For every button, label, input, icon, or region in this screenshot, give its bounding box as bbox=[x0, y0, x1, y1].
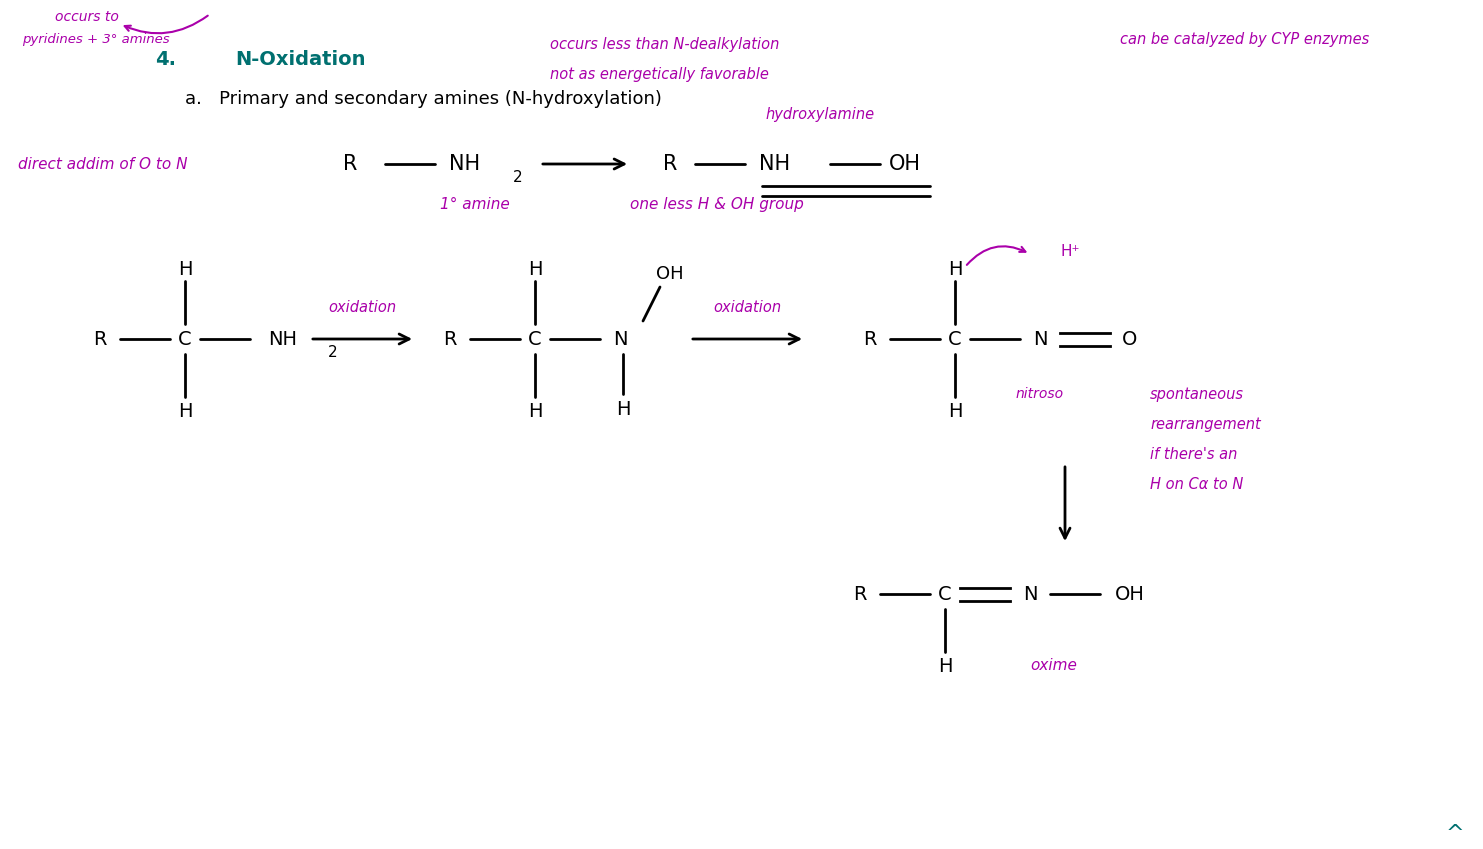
Text: direct addim of O to N: direct addim of O to N bbox=[18, 156, 187, 171]
Text: H⁺: H⁺ bbox=[1060, 244, 1080, 258]
Text: N-Oxidation: N-Oxidation bbox=[234, 49, 365, 69]
Text: H: H bbox=[937, 656, 952, 676]
Text: 1° amine: 1° amine bbox=[440, 196, 510, 211]
Text: C: C bbox=[178, 329, 191, 348]
Text: hydroxylamine: hydroxylamine bbox=[765, 106, 875, 121]
Text: can be catalyzed by CYP enzymes: can be catalyzed by CYP enzymes bbox=[1120, 31, 1369, 47]
Text: spontaneous: spontaneous bbox=[1149, 386, 1244, 402]
Text: NH: NH bbox=[449, 154, 480, 174]
Text: occurs to: occurs to bbox=[55, 10, 119, 24]
Text: oxidation: oxidation bbox=[328, 300, 396, 314]
Text: oxidation: oxidation bbox=[713, 300, 782, 314]
Text: R: R bbox=[663, 154, 678, 174]
Text: N: N bbox=[1032, 329, 1047, 348]
Text: OH: OH bbox=[655, 265, 684, 283]
Text: H: H bbox=[528, 260, 543, 278]
Text: 2: 2 bbox=[328, 345, 338, 359]
Text: R: R bbox=[93, 329, 107, 348]
Text: H: H bbox=[528, 402, 543, 420]
Text: N: N bbox=[1023, 584, 1037, 604]
Text: O: O bbox=[1123, 329, 1137, 348]
Text: occurs less than N-dealkylation: occurs less than N-dealkylation bbox=[550, 37, 780, 52]
Text: H: H bbox=[178, 402, 193, 420]
Text: H: H bbox=[615, 400, 630, 419]
Text: oxime: oxime bbox=[1031, 659, 1077, 673]
Text: H: H bbox=[948, 260, 962, 278]
Text: ^: ^ bbox=[1446, 824, 1464, 844]
Text: N: N bbox=[612, 329, 627, 348]
Text: C: C bbox=[528, 329, 541, 348]
Text: if there's an: if there's an bbox=[1149, 447, 1237, 462]
Text: R: R bbox=[863, 329, 876, 348]
Text: a.   Primary and secondary amines (N-hydroxylation): a. Primary and secondary amines (N-hydro… bbox=[185, 90, 661, 108]
Text: 2: 2 bbox=[513, 170, 523, 184]
Text: C: C bbox=[948, 329, 962, 348]
Text: nitroso: nitroso bbox=[1016, 387, 1065, 401]
Text: R: R bbox=[443, 329, 457, 348]
Text: C: C bbox=[939, 584, 952, 604]
Text: 4.: 4. bbox=[156, 49, 176, 69]
Text: H: H bbox=[948, 402, 962, 420]
Text: OH: OH bbox=[1115, 584, 1145, 604]
Text: OH: OH bbox=[888, 154, 921, 174]
Text: NH: NH bbox=[759, 154, 790, 174]
Text: pyridines + 3° amines: pyridines + 3° amines bbox=[22, 32, 169, 46]
Text: one less H & OH group: one less H & OH group bbox=[630, 196, 804, 211]
Text: R: R bbox=[343, 154, 357, 174]
Text: H on Cα to N: H on Cα to N bbox=[1149, 476, 1243, 492]
Text: NH: NH bbox=[268, 329, 298, 348]
Text: not as energetically favorable: not as energetically favorable bbox=[550, 66, 768, 82]
Text: rearrangement: rearrangement bbox=[1149, 417, 1261, 431]
Text: H: H bbox=[178, 260, 193, 278]
Text: R: R bbox=[853, 584, 866, 604]
